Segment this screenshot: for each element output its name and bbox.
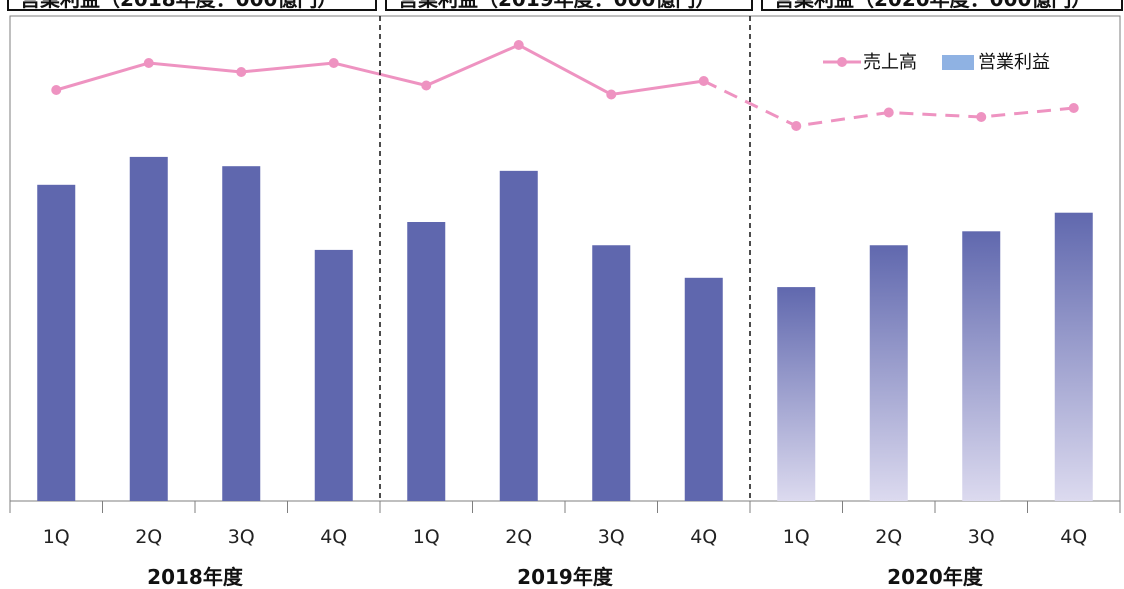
- bar-operating-profit: [129, 156, 168, 501]
- x-tick-label: 2Q: [875, 526, 902, 548]
- sales-point: [698, 76, 709, 86]
- x-tick-label: 1Q: [413, 526, 440, 548]
- x-tick-label: 3Q: [228, 526, 255, 548]
- header-box: [761, 0, 1123, 11]
- line-series: [51, 40, 1079, 131]
- sales-point: [976, 112, 987, 122]
- x-tick-label: 1Q: [43, 526, 70, 548]
- x-tick-label: 2Q: [135, 526, 162, 548]
- bar-operating-profit: [962, 231, 1001, 502]
- sales-point: [1068, 103, 1079, 113]
- x-tick-label: 3Q: [968, 526, 995, 548]
- sales-point: [51, 85, 62, 95]
- x-axis: 1Q 2Q 3Q 4Q 1Q 2Q 3Q 4Q 1Q 2Q 3Q 4Q 2018年度 2019年度 2020…: [9, 501, 1121, 589]
- bar-operating-profit: [592, 245, 631, 501]
- x-group-label: 2019年度: [517, 565, 614, 589]
- header-box-label: 営業利益（2019年度：000億円）: [398, 0, 715, 11]
- legend-line-marker: [837, 57, 847, 67]
- legend-label-operating-profit: 営業利益: [978, 52, 1050, 73]
- bar-operating-profit: [407, 222, 446, 501]
- sales-line-forecast: [703, 79, 1074, 128]
- header-box-label: 営業利益（2018年度：000億円）: [20, 0, 337, 11]
- sales-point: [513, 40, 524, 50]
- sales-point: [791, 121, 802, 131]
- header-box-label: 営業利益（2020年度：000億円）: [774, 0, 1091, 11]
- x-tick-label: 2Q: [505, 526, 532, 548]
- sales-point: [236, 67, 247, 77]
- bar-series: [37, 156, 1093, 502]
- bar-operating-profit: [222, 166, 261, 501]
- x-group-label: 2020年度: [887, 565, 984, 589]
- bar-operating-profit: [314, 249, 353, 501]
- x-tick-label: 3Q: [598, 526, 625, 548]
- bar-operating-profit: [1054, 212, 1093, 501]
- sales-point: [143, 58, 154, 68]
- bar-operating-profit: [684, 277, 723, 501]
- sales-point: [421, 80, 432, 91]
- sales-point: [606, 89, 617, 100]
- x-tick-label: 4Q: [690, 526, 717, 548]
- bar-operating-profit: [37, 184, 76, 502]
- plot-frame: [9, 15, 1121, 502]
- legend-label-sales: 売上高: [863, 52, 917, 73]
- bar-operating-profit: [869, 245, 908, 501]
- legend: 売上高 営業利益: [823, 52, 1050, 73]
- bar-operating-profit: [499, 170, 538, 501]
- x-group-label: 2018年度: [147, 565, 244, 589]
- header-box: [385, 0, 753, 11]
- bar-operating-profit: [777, 287, 816, 501]
- x-tick-label: 1Q: [783, 526, 810, 548]
- x-tick-label: 4Q: [320, 526, 347, 548]
- sales-point: [328, 58, 339, 68]
- sales-point: [883, 107, 894, 118]
- header-box: [7, 0, 377, 11]
- legend-bar-swatch: [942, 55, 974, 70]
- header-boxes: 営業利益（2018年度：000億円） 営業利益（2019年度：000億円） 営業利益…: [7, 0, 1123, 11]
- x-tick-label: 4Q: [1060, 526, 1087, 548]
